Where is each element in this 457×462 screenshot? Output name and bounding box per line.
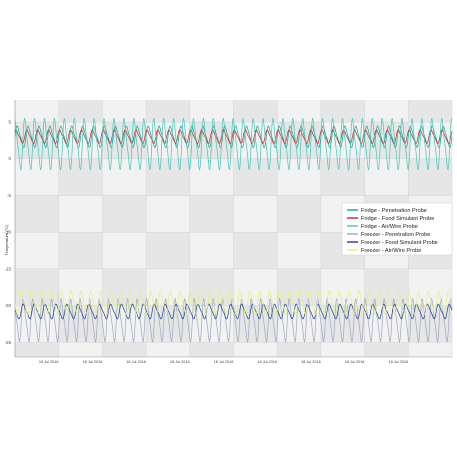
background-cell — [15, 232, 59, 269]
legend-entry[interactable]: Fridge - Food Simulant Probe — [361, 216, 434, 222]
series-line — [14, 129, 453, 144]
background-cell — [277, 232, 321, 269]
background-cell — [364, 342, 409, 357]
background-cell — [58, 100, 103, 123]
background-cell — [15, 195, 59, 233]
background-cell — [277, 158, 321, 196]
background-cell — [408, 342, 452, 357]
background-cell — [146, 342, 190, 357]
background-cell — [320, 305, 365, 343]
background-cell — [102, 342, 147, 357]
legend-entry[interactable]: Fridge - Penetration Probe — [361, 208, 427, 214]
background-cell — [58, 158, 103, 196]
x-tick-label: 18 Jul 2016 — [257, 360, 277, 364]
y-tick-labels: 5 0 -5 -10 -15 -20 -25 — [4, 120, 11, 345]
x-tick-label: 18 Jul 2016 — [345, 360, 365, 364]
background-cell — [146, 232, 190, 269]
background-cell — [102, 232, 147, 269]
legend-entry[interactable]: Freezer - Air/Wire Probe — [361, 248, 421, 254]
series-line — [14, 117, 453, 171]
background-cell — [364, 158, 409, 196]
y-tick-label: -15 — [4, 266, 11, 271]
background-cell — [146, 100, 190, 123]
background-cell — [320, 342, 365, 357]
background-cell — [58, 195, 103, 233]
x-tick-label: 18 Jul 2016 — [214, 360, 234, 364]
background-cell — [189, 342, 234, 357]
x-tick-label: 18 Jul 2016 — [301, 360, 321, 364]
background-cell — [277, 195, 321, 233]
background-cell — [408, 100, 452, 123]
background-cell — [102, 305, 147, 343]
background-cell — [189, 232, 234, 269]
x-tick-label: 18 Jul 2016 — [170, 360, 190, 364]
legend: Fridge - Penetration Probe Fridge - Food … — [341, 202, 453, 256]
background-cell — [189, 158, 234, 196]
legend-entry[interactable]: Fridge - Air/Wire Probe — [361, 224, 418, 230]
series-line — [14, 297, 453, 344]
legend-entry[interactable]: Freezer - Food Simulant Probe — [361, 240, 438, 246]
background-cell — [189, 195, 234, 233]
x-tick-label: 18 Jul 2016 — [39, 360, 59, 364]
background-cell — [146, 158, 190, 196]
background-cell — [189, 268, 234, 306]
background-cell — [408, 158, 452, 196]
background-cell — [320, 122, 365, 159]
background-cell — [408, 268, 452, 306]
background-cell — [233, 195, 278, 233]
background-cell — [102, 122, 147, 159]
x-tick-label: 18 Jul 2016 — [83, 360, 103, 364]
y-tick-label: 5 — [8, 120, 11, 125]
series-line — [14, 289, 453, 316]
background-cell — [320, 100, 365, 123]
series-line — [14, 303, 453, 320]
background-cell — [15, 100, 59, 123]
background-cell — [233, 100, 278, 123]
background-cell — [58, 232, 103, 269]
background-cell — [15, 342, 59, 357]
y-tick-label: -25 — [4, 340, 11, 345]
y-tick-label: -5 — [7, 193, 11, 198]
background-cell — [102, 100, 147, 123]
x-tick-label: 18 Jul 2016 — [126, 360, 146, 364]
background-cell — [189, 100, 234, 123]
background-cell — [364, 100, 409, 123]
background-cell — [233, 232, 278, 269]
y-axis-label: Temperature (°C) — [4, 224, 9, 255]
y-tick-label: 0 — [8, 156, 11, 161]
background-cell — [233, 342, 278, 357]
x-tick-label: 18 Jul 2016 — [388, 360, 408, 364]
background-cell — [146, 195, 190, 233]
background-cell — [277, 100, 321, 123]
grid-lines — [14, 100, 453, 358]
legend-box — [341, 202, 453, 256]
legend-entry[interactable]: Freezer - Penetration Probe — [361, 232, 430, 238]
background-cell — [233, 305, 278, 343]
background-cell — [58, 342, 103, 357]
background-cell — [102, 195, 147, 233]
x-tick-labels: 18 Jul 2016 18 Jul 2016 18 Jul 2016 18 Jul … — [39, 360, 408, 364]
background-cell — [277, 342, 321, 357]
y-tick-label: -20 — [4, 303, 11, 308]
y-tick-label: -10 — [4, 230, 11, 235]
series-layer — [14, 117, 453, 344]
background-cell — [15, 305, 59, 343]
